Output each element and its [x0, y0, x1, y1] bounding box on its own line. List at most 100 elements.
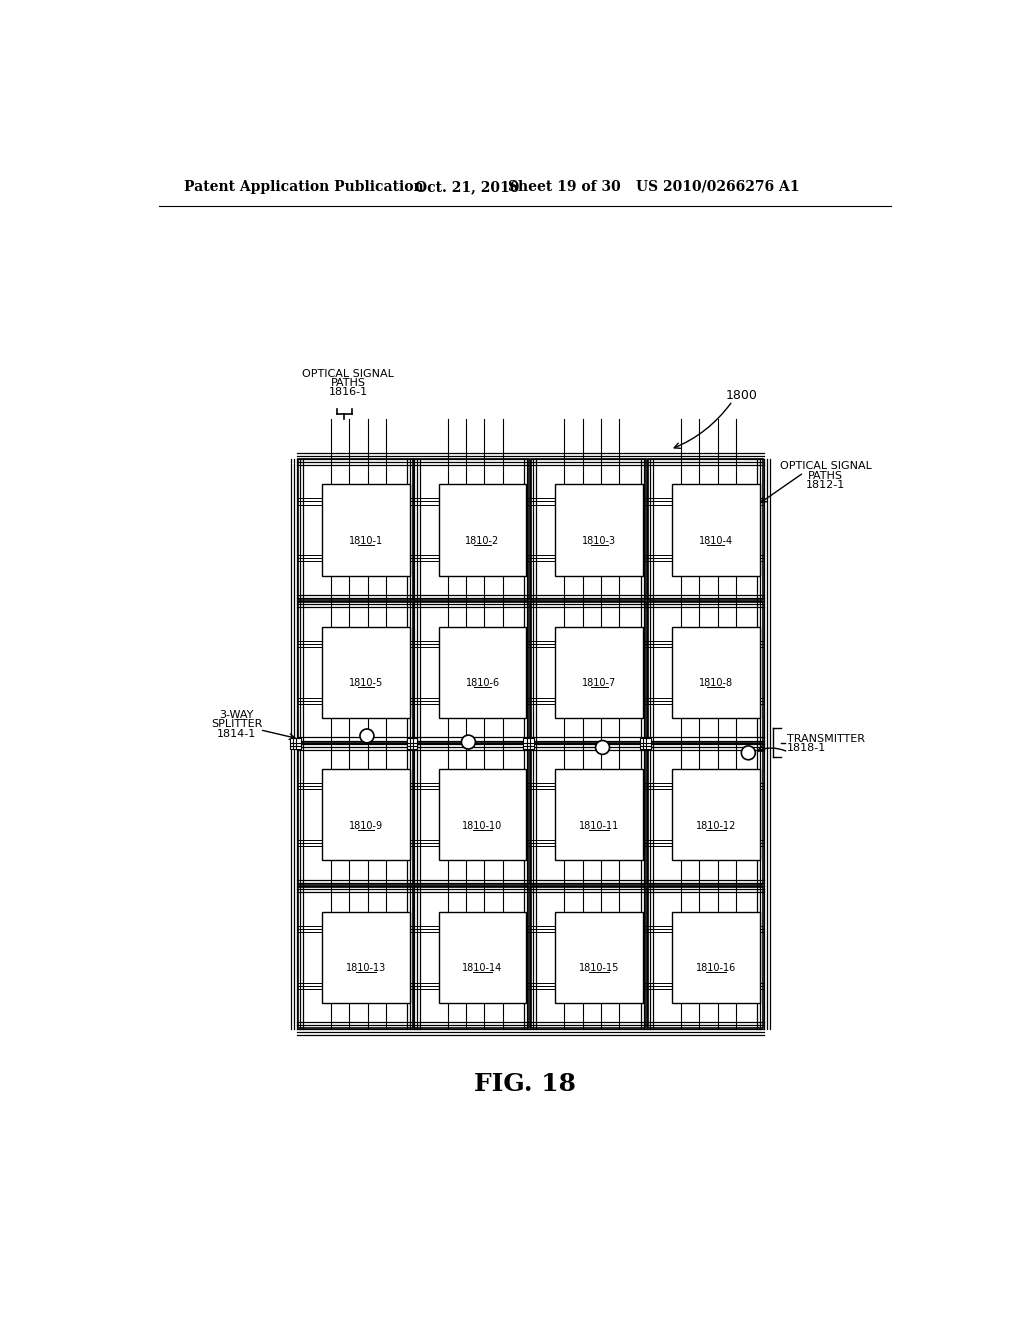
- Bar: [322, 627, 410, 718]
- Bar: [407, 744, 411, 748]
- Text: 1812-1: 1812-1: [806, 480, 845, 490]
- Bar: [643, 742, 647, 746]
- Text: 1810-5: 1810-5: [349, 678, 383, 688]
- Text: 1810-2: 1810-2: [466, 536, 500, 546]
- Bar: [526, 742, 530, 746]
- Bar: [415, 602, 529, 743]
- Circle shape: [741, 746, 756, 760]
- Bar: [647, 744, 763, 886]
- Bar: [672, 627, 760, 718]
- Bar: [523, 742, 527, 746]
- Text: 1810-6: 1810-6: [466, 678, 500, 688]
- Bar: [647, 887, 763, 1028]
- Bar: [529, 742, 534, 746]
- Bar: [531, 887, 646, 1028]
- Bar: [322, 484, 410, 576]
- Bar: [322, 912, 410, 1003]
- Text: PATHS: PATHS: [331, 379, 366, 388]
- Text: 1810-3: 1810-3: [582, 536, 616, 546]
- Text: PATHS: PATHS: [808, 471, 843, 480]
- Text: 1810-8: 1810-8: [698, 678, 733, 688]
- Bar: [531, 744, 646, 886]
- Bar: [293, 744, 298, 748]
- Bar: [298, 887, 413, 1028]
- Bar: [643, 738, 647, 743]
- Circle shape: [360, 729, 374, 743]
- Bar: [293, 738, 298, 743]
- Bar: [410, 738, 414, 743]
- Bar: [296, 742, 301, 746]
- Bar: [526, 744, 530, 748]
- Bar: [640, 738, 644, 743]
- Bar: [555, 912, 643, 1003]
- Bar: [413, 738, 417, 743]
- Circle shape: [596, 741, 609, 755]
- Text: Oct. 21, 2010: Oct. 21, 2010: [415, 180, 519, 194]
- Bar: [555, 627, 643, 718]
- Bar: [290, 742, 295, 746]
- Bar: [647, 602, 763, 743]
- Text: TRANSMITTER: TRANSMITTER: [786, 734, 864, 744]
- Bar: [438, 770, 526, 861]
- Bar: [529, 744, 534, 748]
- Text: 1810-14: 1810-14: [463, 964, 503, 973]
- Bar: [643, 744, 647, 748]
- Text: OPTICAL SIGNAL: OPTICAL SIGNAL: [302, 370, 394, 379]
- Bar: [555, 770, 643, 861]
- Bar: [523, 738, 527, 743]
- Bar: [438, 912, 526, 1003]
- Bar: [407, 742, 411, 746]
- Text: OPTICAL SIGNAL: OPTICAL SIGNAL: [779, 462, 871, 471]
- Text: US 2010/0266276 A1: US 2010/0266276 A1: [636, 180, 799, 194]
- Bar: [298, 602, 413, 743]
- Bar: [290, 744, 295, 748]
- Text: 1816-1: 1816-1: [329, 388, 368, 397]
- Bar: [529, 738, 534, 743]
- Text: 1800: 1800: [726, 389, 758, 403]
- Circle shape: [462, 735, 475, 748]
- Bar: [647, 459, 763, 601]
- Bar: [290, 738, 295, 743]
- Bar: [672, 770, 760, 861]
- Text: SPLITTER: SPLITTER: [211, 719, 262, 730]
- Bar: [296, 744, 301, 748]
- Bar: [646, 744, 650, 748]
- Text: Sheet 19 of 30: Sheet 19 of 30: [508, 180, 621, 194]
- Bar: [438, 484, 526, 576]
- Bar: [413, 744, 417, 748]
- Text: 1810-11: 1810-11: [580, 821, 620, 830]
- Bar: [293, 742, 298, 746]
- Bar: [296, 738, 301, 743]
- Text: 1810-10: 1810-10: [463, 821, 503, 830]
- Bar: [523, 744, 527, 748]
- Bar: [415, 459, 529, 601]
- Bar: [531, 602, 646, 743]
- Text: 1814-1: 1814-1: [217, 729, 256, 739]
- Bar: [407, 738, 411, 743]
- Text: 1810-9: 1810-9: [349, 821, 383, 830]
- Bar: [415, 887, 529, 1028]
- Bar: [646, 742, 650, 746]
- Bar: [555, 484, 643, 576]
- Text: 1810-7: 1810-7: [582, 678, 616, 688]
- Text: 1810-13: 1810-13: [346, 964, 386, 973]
- Text: 1810-16: 1810-16: [695, 964, 736, 973]
- Bar: [640, 742, 644, 746]
- Text: 3-WAY: 3-WAY: [219, 710, 254, 721]
- Bar: [438, 627, 526, 718]
- Bar: [410, 742, 414, 746]
- Bar: [646, 738, 650, 743]
- Text: 1810-12: 1810-12: [695, 821, 736, 830]
- Bar: [531, 459, 646, 601]
- Text: Patent Application Publication: Patent Application Publication: [183, 180, 424, 194]
- Bar: [526, 738, 530, 743]
- Text: 1810-4: 1810-4: [698, 536, 733, 546]
- Bar: [415, 744, 529, 886]
- Bar: [672, 912, 760, 1003]
- Bar: [298, 459, 413, 601]
- Bar: [672, 484, 760, 576]
- Text: 1810-1: 1810-1: [349, 536, 383, 546]
- Text: 1810-15: 1810-15: [579, 964, 620, 973]
- Bar: [322, 770, 410, 861]
- Bar: [298, 744, 413, 886]
